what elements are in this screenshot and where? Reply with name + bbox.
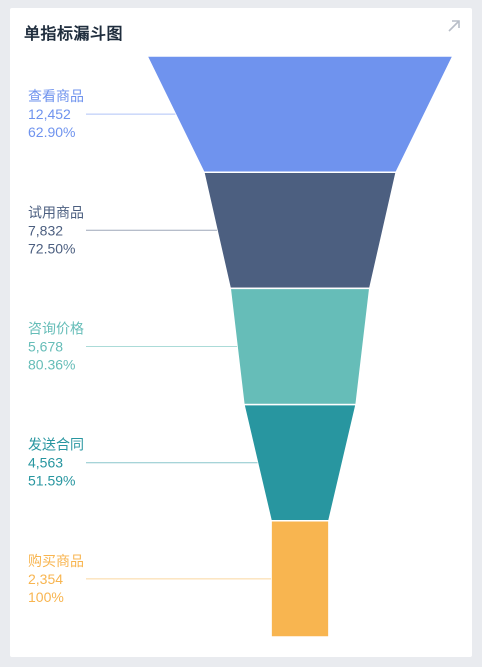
funnel-segment[interactable] (202, 171, 398, 290)
funnel-stage-value: 5,678 (28, 339, 63, 355)
funnel-segment[interactable] (229, 287, 371, 406)
funnel-stage-percent: 100% (28, 589, 64, 605)
funnel-stage-value: 2,354 (28, 571, 63, 587)
funnel-segment[interactable] (270, 520, 330, 638)
funnel-stage-percent: 62.90% (28, 124, 75, 140)
funnel-stage-value: 12,452 (28, 106, 71, 122)
funnel-stage-value: 7,832 (28, 222, 63, 238)
funnel-segment[interactable] (242, 403, 358, 522)
funnel-stage-name: 咨询价格 (28, 321, 84, 337)
card-title: 单指标漏斗图 (24, 26, 124, 43)
funnel-stage-value: 4,563 (28, 455, 63, 471)
funnel-stage-name: 试用商品 (28, 204, 84, 220)
funnel-stage-name: 购买商品 (28, 553, 84, 569)
funnel-stage-name: 发送合同 (28, 437, 84, 453)
funnel-stage-percent: 72.50% (28, 240, 75, 256)
funnel-stage-percent: 51.59% (28, 473, 75, 489)
expand-arrow-icon[interactable] (446, 18, 462, 34)
funnel-stage-name: 查看商品 (28, 88, 84, 104)
funnel-segment[interactable] (145, 55, 455, 173)
funnel-stage-percent: 80.36% (28, 357, 75, 373)
